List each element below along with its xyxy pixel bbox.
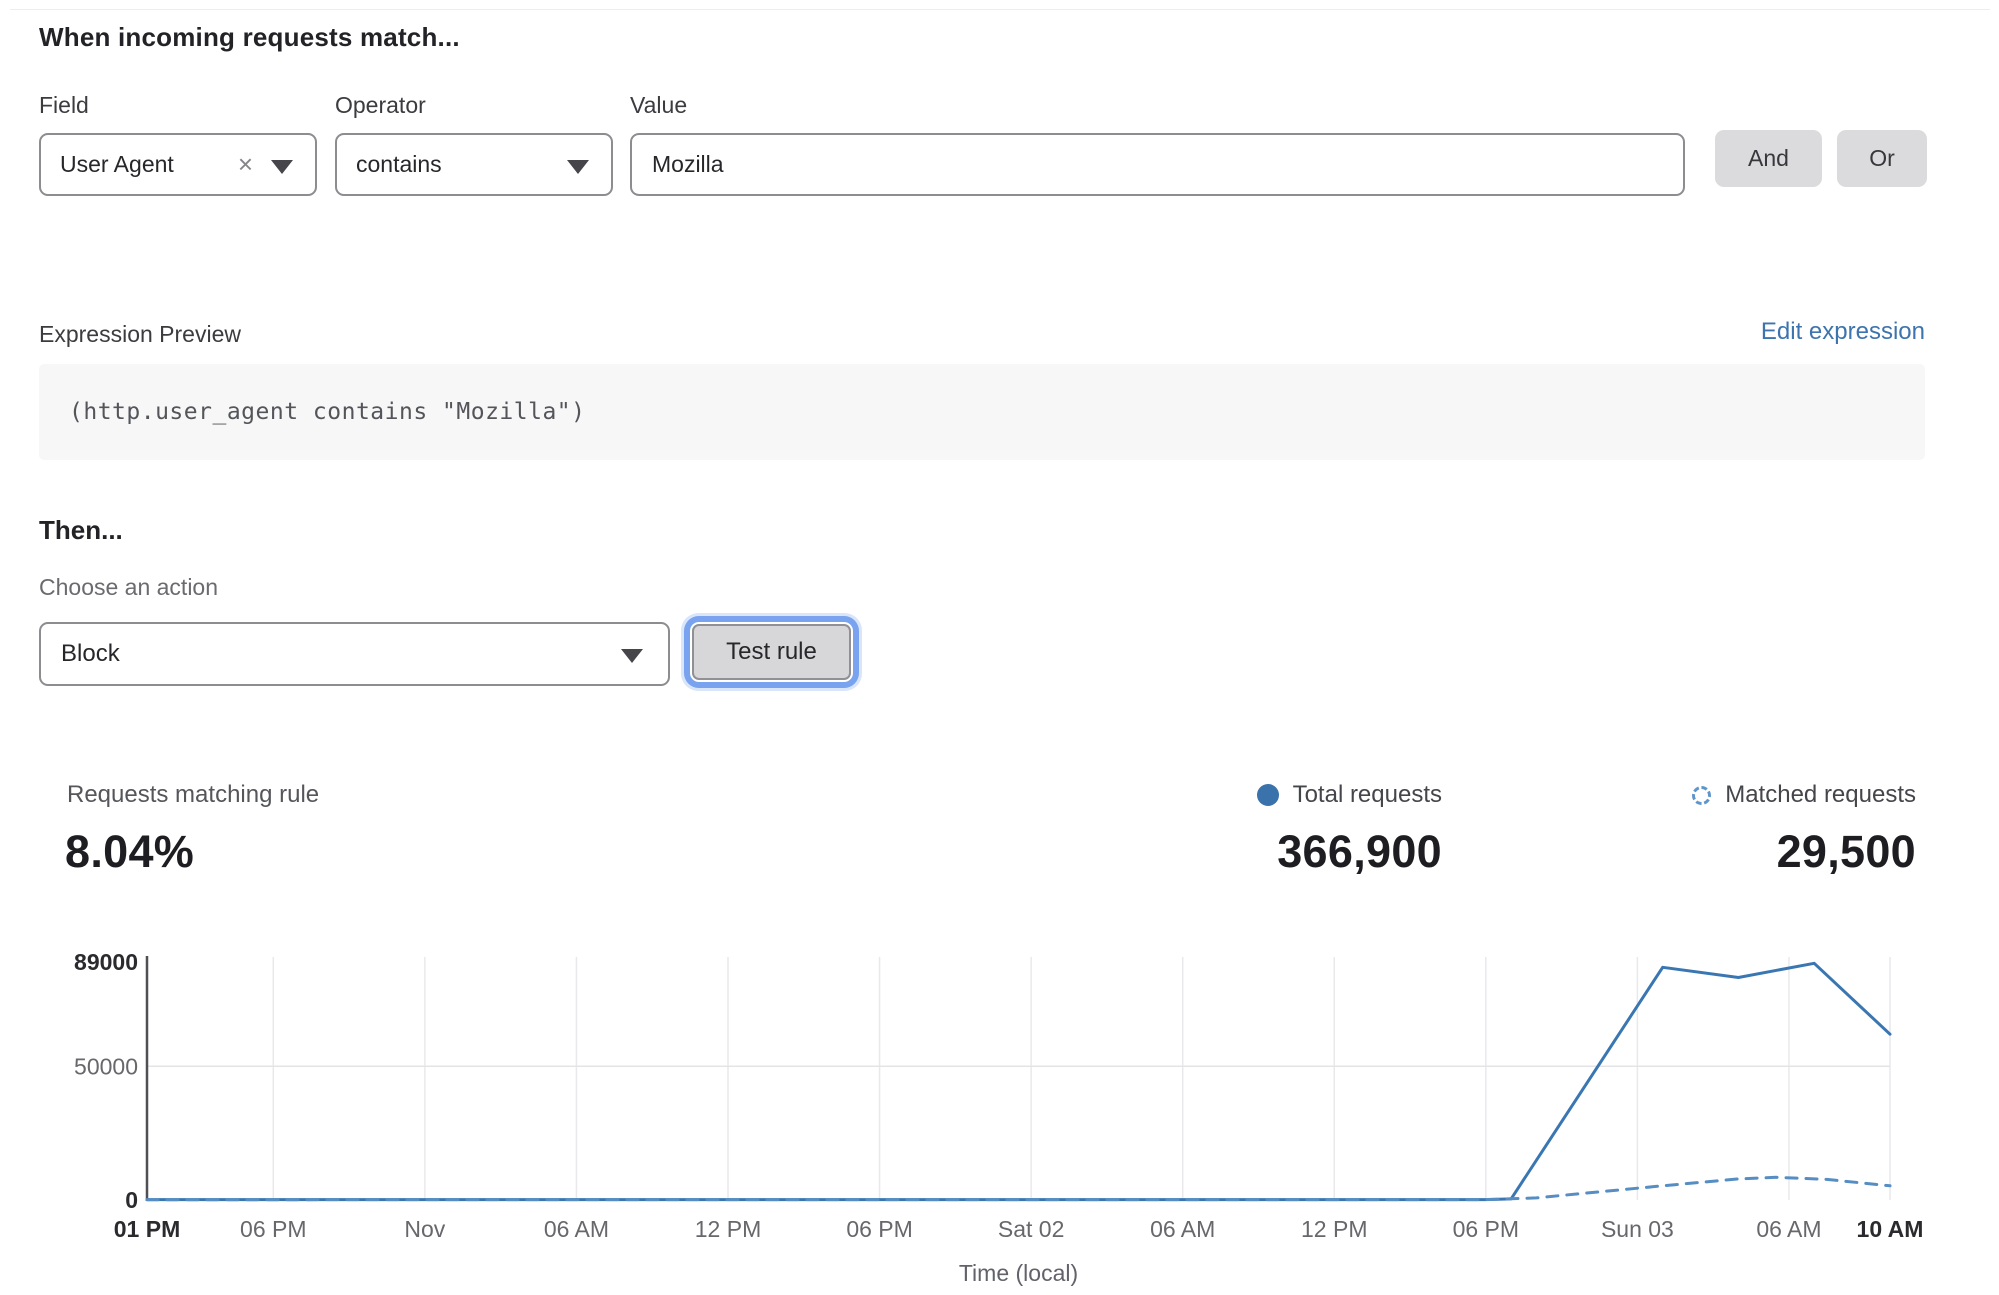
value-label: Value — [630, 92, 688, 118]
chevron-down-icon[interactable] — [567, 160, 589, 174]
x-tick-label: 06 PM — [1453, 1216, 1519, 1242]
field-select[interactable]: User Agent × — [39, 133, 317, 196]
x-tick-label: 06 PM — [240, 1216, 306, 1242]
x-tick-label: 12 PM — [695, 1216, 761, 1242]
dashed-circle-icon — [1692, 785, 1712, 805]
x-tick-label: 01 PM — [114, 1216, 180, 1242]
x-tick-label: Sun 03 — [1601, 1216, 1674, 1242]
chart-svg: 0 50000 89000 01 PM 06 PM Nov 06 AM 12 PM 06 PM S… — [74, 949, 1924, 1286]
expression-preview-box: (http.user_agent contains "Mozilla") — [39, 364, 1925, 460]
expression-code: (http.user_agent contains "Mozilla") — [69, 399, 586, 425]
x-tick-label: Nov — [404, 1216, 445, 1242]
chevron-down-icon[interactable] — [271, 160, 293, 174]
matched-requests-label: Matched requests — [1725, 781, 1916, 808]
y-tick-label: 0 — [125, 1187, 138, 1213]
x-tick-label: 06 AM — [1756, 1216, 1821, 1242]
page-title: When incoming requests match... — [39, 22, 460, 52]
chevron-down-icon[interactable] — [621, 649, 643, 663]
x-tick-label: 10 AM — [1857, 1216, 1924, 1242]
operator-label: Operator — [335, 92, 426, 118]
operator-select-value: contains — [356, 151, 442, 177]
x-tick-label: 06 AM — [1150, 1216, 1215, 1242]
action-select[interactable]: Block — [39, 622, 670, 686]
and-button[interactable]: And — [1715, 130, 1822, 187]
edit-expression-link[interactable]: Edit expression — [1760, 318, 1925, 345]
total-requests-label: Total requests — [1292, 781, 1442, 808]
field-select-value: User Agent — [60, 151, 174, 177]
choose-action-label: Choose an action — [39, 574, 219, 600]
y-tick-label: 89000 — [74, 949, 138, 975]
requests-matching-value: 8.04% — [65, 826, 195, 877]
x-tick-label: 12 PM — [1301, 1216, 1367, 1242]
top-divider — [10, 9, 1990, 10]
expression-preview-label: Expression Preview — [39, 321, 241, 347]
field-label: Field — [39, 92, 89, 118]
series-line-total — [145, 961, 1892, 1202]
x-tick-label: 06 PM — [846, 1216, 912, 1242]
x-tick-label: 06 AM — [544, 1216, 609, 1242]
or-button[interactable]: Or — [1837, 130, 1927, 187]
solid-dot-icon — [1256, 784, 1279, 806]
value-input[interactable] — [630, 133, 1685, 196]
test-rule-button[interactable]: Test rule — [692, 624, 851, 680]
series-line-matched — [145, 1175, 1892, 1202]
matched-requests-value: 29,500 — [1776, 826, 1916, 877]
x-tick-label: Sat 02 — [998, 1216, 1065, 1242]
y-tick-label: 50000 — [74, 1053, 138, 1079]
legend-total-requests: Total requests — [1256, 781, 1442, 809]
requests-chart: 0 50000 89000 01 PM 06 PM Nov 06 AM 12 PM 06 PM S… — [0, 940, 1999, 1295]
total-requests-value: 366,900 — [1277, 826, 1442, 877]
legend-matched-requests: Matched requests — [1692, 781, 1916, 809]
operator-select[interactable]: contains — [335, 133, 613, 196]
x-axis-title: Time (local) — [959, 1260, 1078, 1286]
then-heading: Then... — [39, 515, 123, 545]
action-select-value: Block — [61, 640, 120, 667]
requests-matching-label: Requests matching rule — [67, 781, 320, 808]
clear-icon[interactable]: × — [237, 149, 253, 179]
